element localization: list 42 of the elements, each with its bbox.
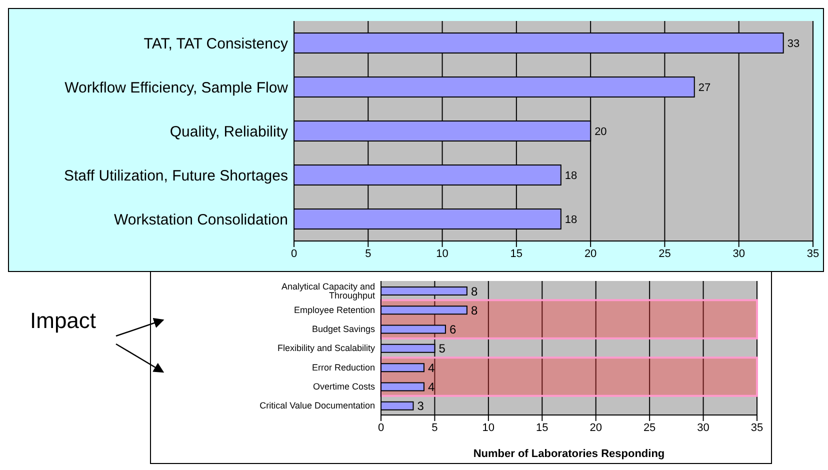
y-tick-label: TAT, TAT Consistency xyxy=(144,35,288,52)
data-label: 5 xyxy=(438,342,446,356)
data-label: 3 xyxy=(417,399,424,414)
y-tick-label: Employee Retention xyxy=(294,304,375,315)
x-tick-label: 35 xyxy=(806,248,820,260)
x-tick-label: 0 xyxy=(378,422,384,434)
data-label: 20 xyxy=(594,126,607,138)
y-tick-label: Staff Utilization, Future Shortages xyxy=(64,167,288,184)
x-tick-label: 10 xyxy=(436,248,448,260)
x-tick-label: 0 xyxy=(290,248,298,260)
y-tick-label: Budget Savings xyxy=(312,324,376,334)
text: Impact xyxy=(30,308,96,334)
data-label: 33 xyxy=(787,38,800,50)
y-tick-label: Flexibility and Scalability xyxy=(277,343,376,354)
x-tick-label: 30 xyxy=(697,422,710,434)
x-tick-label: 25 xyxy=(643,422,656,434)
data-label: 8 xyxy=(470,303,478,318)
x-tick-label: 35 xyxy=(750,422,764,434)
x-tick-label: 10 xyxy=(482,422,495,434)
data-label: 6 xyxy=(449,322,456,337)
y-tick-label: Analytical Capacity and Throughput xyxy=(281,281,376,300)
data-label: 18 xyxy=(564,170,578,182)
x-tick-label: 30 xyxy=(732,248,745,260)
data-label: 27 xyxy=(698,82,711,94)
x-tick-label: 20 xyxy=(590,422,602,434)
y-tick-label: Overtime Costs xyxy=(312,381,376,392)
data-label: 18 xyxy=(564,214,578,226)
x-axis-title: Number of Laboratories Responding xyxy=(473,448,665,460)
y-tick-label: Workstation Consolidation xyxy=(114,211,288,228)
data-label: 4 xyxy=(428,360,435,375)
y-tick-label: Critical Value Documentation xyxy=(260,400,375,411)
y-tick-label: Quality, Reliability xyxy=(170,123,288,140)
x-tick-label: 15 xyxy=(536,422,548,434)
x-tick-label: 5 xyxy=(365,248,372,260)
y-tick-label: Error Reduction xyxy=(312,362,375,372)
x-tick-label: 20 xyxy=(584,248,597,260)
y-tick-label: Workflow Efficiency, Sample Flow xyxy=(64,79,288,96)
x-tick-label: 5 xyxy=(432,422,438,434)
data-label: 8 xyxy=(470,284,478,298)
x-tick-label: 15 xyxy=(510,248,523,260)
x-tick-label: 25 xyxy=(658,248,671,260)
data-label: 4 xyxy=(428,380,435,394)
